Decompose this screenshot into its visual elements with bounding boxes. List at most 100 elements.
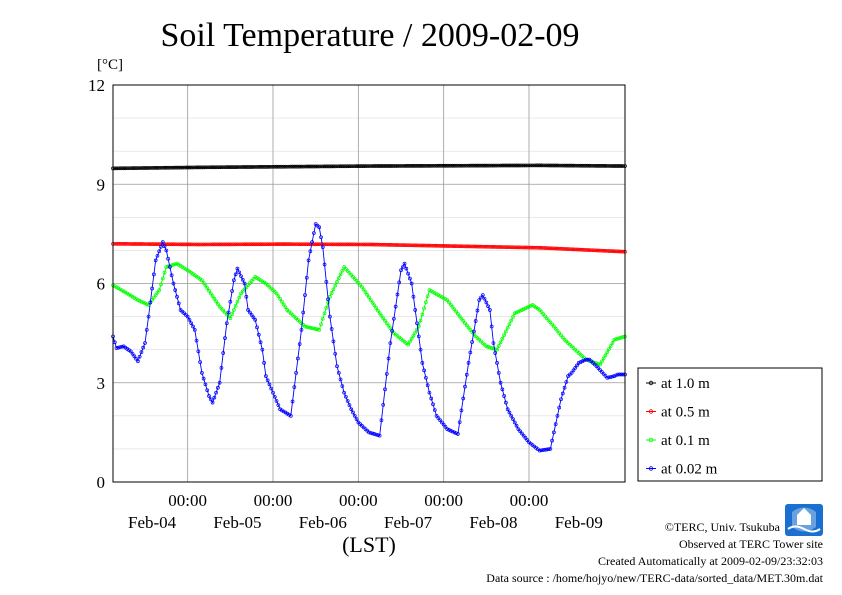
data-point [617,249,622,254]
data-point [377,433,382,438]
data-point [399,243,403,247]
data-point [383,164,387,168]
data-point [516,309,521,314]
x-date-label: Feb-08 [469,513,517,532]
data-point [395,243,400,247]
data-point [607,375,611,380]
data-point [237,165,242,169]
data-point [464,323,469,328]
data-point [189,242,194,247]
data-point [475,163,480,168]
data-point [290,242,295,247]
data-point [146,242,151,246]
data-point [116,241,121,246]
data-point [619,164,624,168]
data-point [452,163,457,168]
data-point [269,242,274,247]
data-point [137,166,142,170]
data-point [441,244,446,248]
data-point [521,163,526,168]
data-point [466,361,471,365]
data-point [121,242,126,246]
data-point [267,242,272,247]
data-point [203,242,208,247]
data-point [603,164,608,168]
data-point [507,410,512,415]
data-point [281,302,286,307]
data-point [260,165,265,169]
data-point [507,163,512,168]
data-point [248,281,252,285]
data-point [523,163,528,168]
data-point [605,375,610,380]
data-point [472,329,476,334]
data-point [274,399,279,403]
footer-source: Data source : /home/hojyo/new/TERC-data/… [486,571,823,585]
data-point [493,351,498,355]
data-point [239,274,243,278]
data-point [477,298,482,302]
data-point [192,327,197,332]
data-point [272,394,277,399]
data-point [153,293,158,297]
data-point [422,243,426,248]
data-point [584,248,588,252]
data-point [543,246,547,250]
data-point [569,247,574,252]
legend-marker [648,466,654,471]
data-point [184,165,188,170]
data-point [459,163,464,168]
data-point [505,245,510,249]
data-point [607,164,611,168]
data-point [344,394,348,399]
data-point [196,349,201,354]
data-point [271,390,275,395]
data-point [507,322,512,327]
data-point [221,242,226,247]
data-point [224,242,229,247]
data-point [210,165,215,170]
data-point [488,308,492,312]
data-point [614,373,618,378]
data-point [363,242,368,247]
data-point [392,316,396,321]
data-point [548,447,553,451]
data-point [173,288,178,292]
data-point [525,305,530,310]
data-point [272,242,277,247]
data-point [242,281,247,286]
data-point [509,163,514,168]
data-point [518,163,522,168]
data-point [304,242,309,247]
data-point [502,394,506,398]
data-point [511,245,515,250]
data-point [374,242,378,247]
data-point [548,163,553,168]
data-point [575,247,579,252]
data-point [338,272,343,277]
data-point [235,242,240,247]
data-point [271,242,275,247]
data-point [447,428,451,432]
data-point [399,268,403,273]
data-point [420,361,425,365]
data-point [527,304,531,309]
data-point [310,326,314,331]
data-point [191,324,195,329]
data-point [383,242,387,247]
data-point [153,242,158,246]
data-point [486,345,490,349]
data-point [381,164,386,168]
data-point [580,359,585,364]
data-point [315,164,320,169]
data-point [415,164,419,168]
data-point [205,165,210,170]
data-point [566,163,570,168]
data-point [182,242,186,247]
data-point [203,382,208,387]
data-point [352,242,357,247]
data-point [610,249,615,254]
data-point [249,313,254,317]
data-point [498,245,503,249]
data-point [578,360,583,364]
